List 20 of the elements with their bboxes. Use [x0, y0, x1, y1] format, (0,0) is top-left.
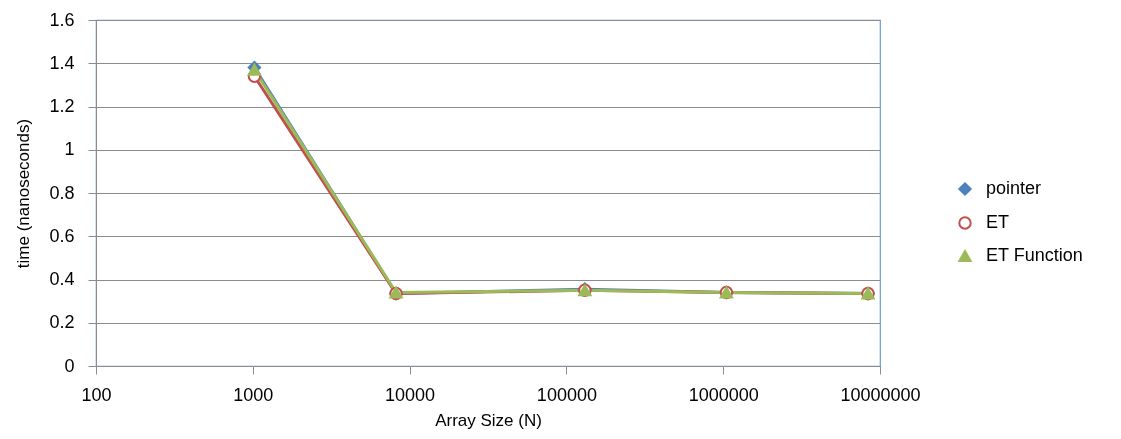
- y-tick-label: 1.2: [49, 96, 75, 116]
- x-tick-label: 1000000: [688, 384, 759, 405]
- y-tick-label: 0: [64, 355, 75, 376]
- y-tick-label: 0.2: [49, 312, 75, 333]
- x-tick-label: 1000: [233, 384, 274, 405]
- x-tick-label: 100: [81, 384, 112, 405]
- y-axis-title: time (nanoseconds): [14, 118, 34, 269]
- x-tick-label: 10000: [385, 384, 436, 405]
- x-tick-label: 100000: [536, 384, 597, 405]
- legend-label: ET Function: [986, 245, 1083, 265]
- x-axis-title: Array Size (N): [435, 410, 542, 430]
- legend-label: pointer: [986, 178, 1042, 198]
- y-tick-label: 1.6: [49, 9, 75, 30]
- y-tick-label: 0.6: [49, 225, 75, 246]
- y-tick-label: 1: [64, 139, 75, 160]
- y-tick-label: 0.4: [49, 269, 75, 289]
- x-tick-label: 10000000: [840, 384, 921, 405]
- y-tick-label: 1.4: [49, 52, 75, 73]
- y-tick-label: 0.8: [49, 182, 75, 203]
- legend-label: ET: [986, 212, 1010, 232]
